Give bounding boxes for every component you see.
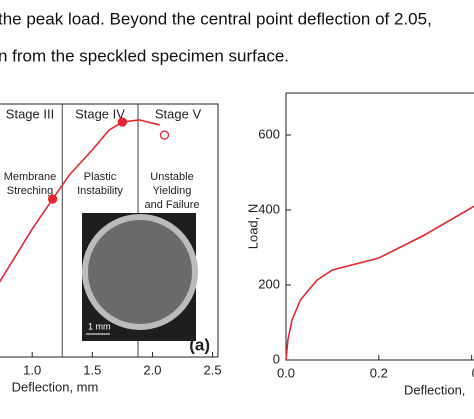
x-tick-label: 0 xyxy=(472,365,474,380)
y-axis-label: Load, N xyxy=(245,204,260,250)
data-line xyxy=(0,119,160,283)
stage-note: Membrane xyxy=(4,171,57,183)
stage-note: Unstable xyxy=(150,171,193,183)
stage-note: Streching xyxy=(7,185,53,197)
panel-label: (a) xyxy=(189,335,210,354)
inset-specimen xyxy=(82,214,198,330)
data-line xyxy=(285,205,474,361)
stage-note: and Failure xyxy=(144,199,199,211)
stage-label: Stage V xyxy=(155,106,202,121)
plot-frame xyxy=(285,92,474,361)
text-line: the peak load. Beyond the central point … xyxy=(0,9,432,28)
x-axis-label: Deflection, mm xyxy=(12,379,99,394)
stage-note: Yielding xyxy=(153,185,192,197)
x-tick-label: 1.5 xyxy=(83,362,101,377)
stage-label: Stage III xyxy=(6,106,54,121)
x-tick-label: 0.0 xyxy=(277,365,295,380)
data-marker xyxy=(47,194,58,204)
stage-note: Plastic xyxy=(84,171,117,183)
stage-label: Stage IV xyxy=(75,106,125,121)
x-tick-label: 1.0 xyxy=(23,362,41,377)
scale-label: 1 mm xyxy=(88,321,111,331)
x-tick-label: 2.5 xyxy=(204,362,222,377)
y-tick-label: 400 xyxy=(258,201,280,216)
y-tick-label: 600 xyxy=(258,126,280,141)
text-line: n from the speckled specimen surface. xyxy=(0,46,289,65)
data-marker xyxy=(117,117,128,127)
x-tick-label: 0.2 xyxy=(370,365,388,380)
data-marker xyxy=(159,130,170,140)
y-tick-label: 0 xyxy=(273,351,280,366)
stage-note: Instability xyxy=(77,185,123,197)
plot-frame xyxy=(0,103,219,358)
x-tick-label: 2.0 xyxy=(143,362,161,377)
y-tick-label: 200 xyxy=(258,276,280,291)
x-axis-label: Deflection, xyxy=(404,382,465,397)
